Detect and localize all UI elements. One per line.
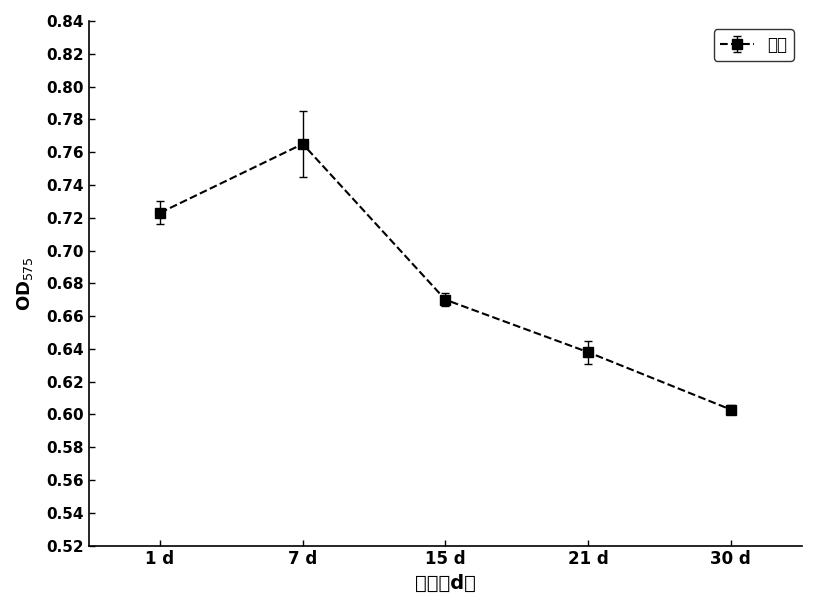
- Y-axis label: OD$_{575}$: OD$_{575}$: [15, 256, 35, 311]
- Legend: 均値: 均値: [714, 29, 793, 61]
- X-axis label: 时间（d）: 时间（d）: [415, 574, 475, 593]
